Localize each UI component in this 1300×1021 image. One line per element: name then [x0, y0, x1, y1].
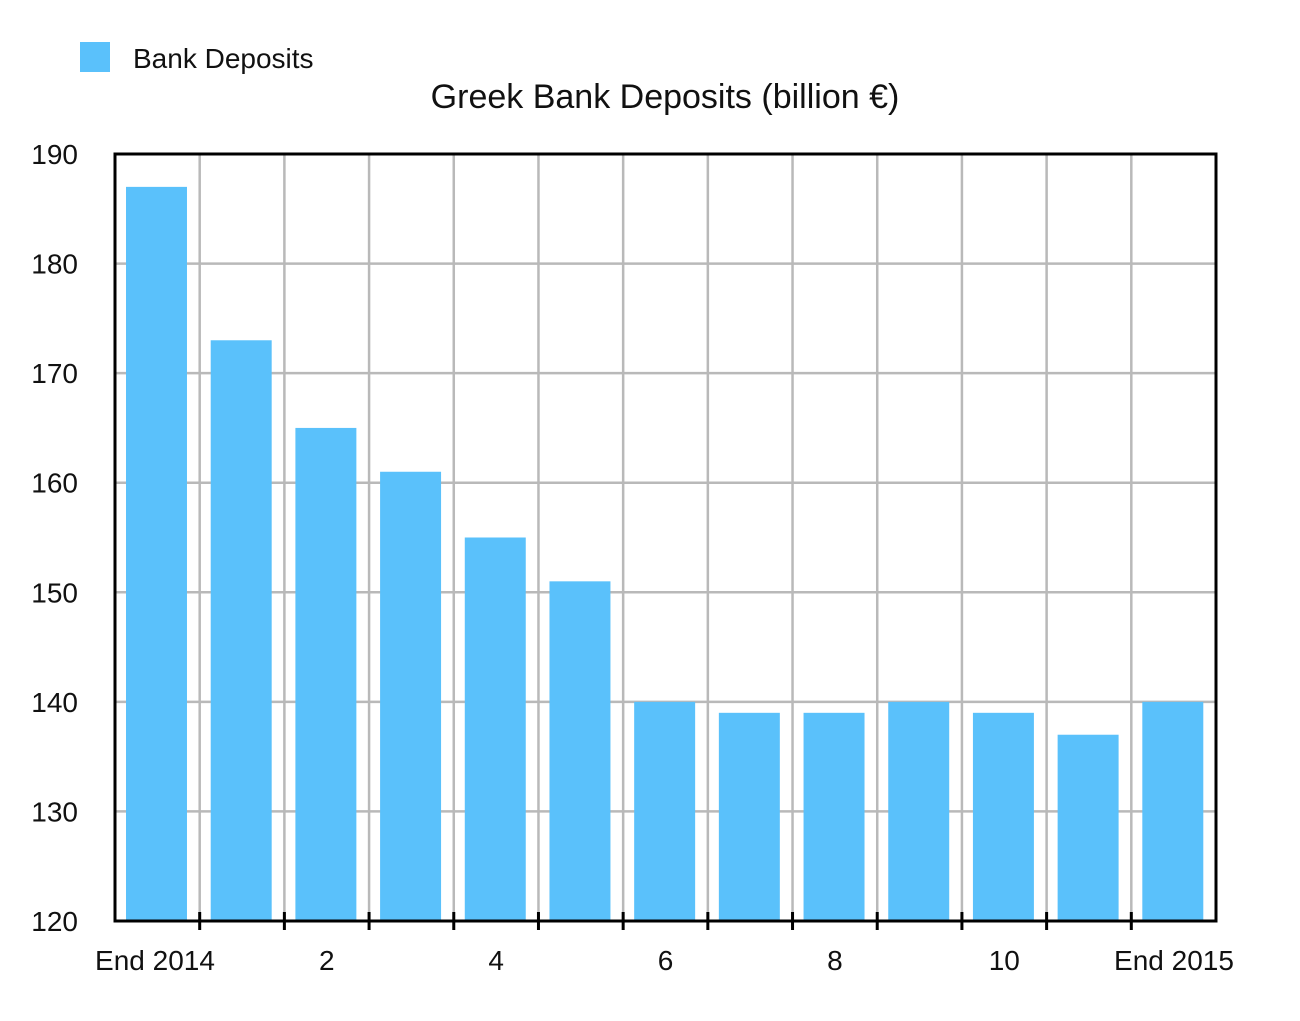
bar — [380, 471, 442, 921]
x-tick-label: 10 — [989, 945, 1020, 976]
bar — [126, 186, 187, 921]
y-tick-label: 160 — [31, 468, 78, 499]
x-tick-label: End 2015 — [1114, 945, 1234, 976]
x-tick-label: End 2014 — [95, 945, 215, 976]
bar — [210, 340, 272, 921]
y-tick-labels: 120 130 140 150 160 170 180 190 — [31, 139, 78, 937]
bar — [464, 537, 526, 921]
x-tick-label: 6 — [658, 945, 674, 976]
y-tick-label: 170 — [31, 358, 78, 389]
y-tick-label: 140 — [31, 687, 78, 718]
legend-label: Bank Deposits — [133, 43, 314, 74]
bar — [972, 712, 1034, 921]
bar — [295, 427, 357, 921]
x-ticks — [198, 912, 1133, 930]
bar — [1142, 701, 1204, 921]
legend: Bank Deposits — [80, 42, 314, 74]
y-tick-label: 180 — [31, 249, 78, 280]
bars — [126, 186, 1204, 921]
y-tick-label: 130 — [31, 796, 78, 827]
grid-lines — [115, 154, 1216, 921]
x-tick-label: 8 — [827, 945, 843, 976]
plot-frame — [113, 152, 1218, 923]
bar — [549, 581, 611, 921]
y-tick-label: 150 — [31, 577, 78, 608]
bar — [634, 701, 696, 921]
bar — [718, 712, 780, 921]
bar — [888, 701, 950, 921]
y-tick-label: 120 — [31, 906, 78, 937]
x-tick-label: 4 — [488, 945, 504, 976]
bar — [1057, 734, 1119, 921]
chart-title: Greek Bank Deposits (billion €) — [431, 78, 900, 116]
bar — [803, 712, 865, 921]
x-tick-labels: End 2014 2 4 6 8 10 End 2015 — [95, 945, 1234, 976]
x-tick-label: 2 — [319, 945, 335, 976]
y-tick-label: 190 — [31, 139, 78, 170]
legend-swatch — [80, 42, 110, 72]
